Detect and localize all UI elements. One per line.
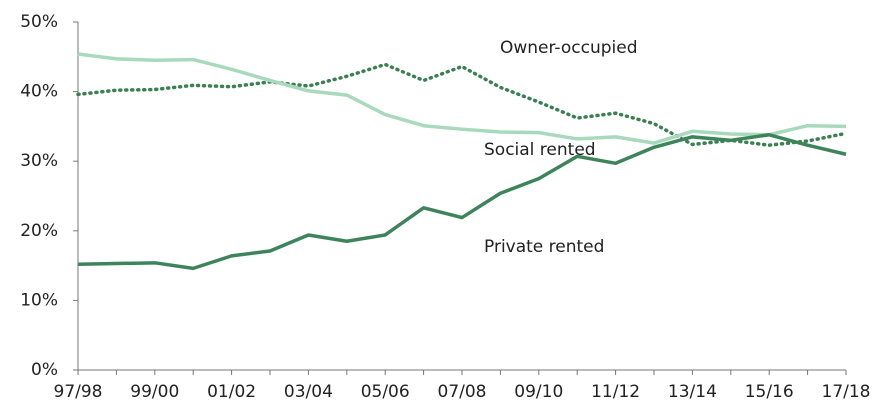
x-tick-label: 97/98 (54, 382, 103, 402)
x-tick-label: 11/12 (591, 382, 640, 402)
series-label: Social rented (484, 140, 596, 160)
x-tick-label: 15/16 (745, 382, 794, 402)
x-tick-label: 07/08 (438, 382, 487, 402)
x-tick-label: 03/04 (284, 382, 333, 402)
series-line (77, 52, 847, 145)
y-tick-label: 20% (20, 221, 58, 241)
y-tick-label: 10% (20, 290, 58, 310)
x-tick-label: 01/02 (207, 382, 256, 402)
y-tick-label: 30% (20, 151, 58, 171)
series-label: Owner-occupied (500, 38, 638, 58)
x-tick-label: 05/06 (361, 382, 410, 402)
x-tick-label: 09/10 (514, 382, 563, 402)
y-tick-label: 40% (20, 82, 58, 102)
x-tick-label: 99/00 (130, 382, 179, 402)
x-tick-label: 17/18 (822, 382, 871, 402)
series-line (77, 133, 847, 271)
x-tick-label: 13/14 (668, 382, 717, 402)
series-label: Private rented (484, 237, 604, 257)
series-line (76, 62, 848, 147)
y-tick-label: 0% (31, 360, 58, 380)
y-tick-label: 50% (20, 12, 58, 32)
